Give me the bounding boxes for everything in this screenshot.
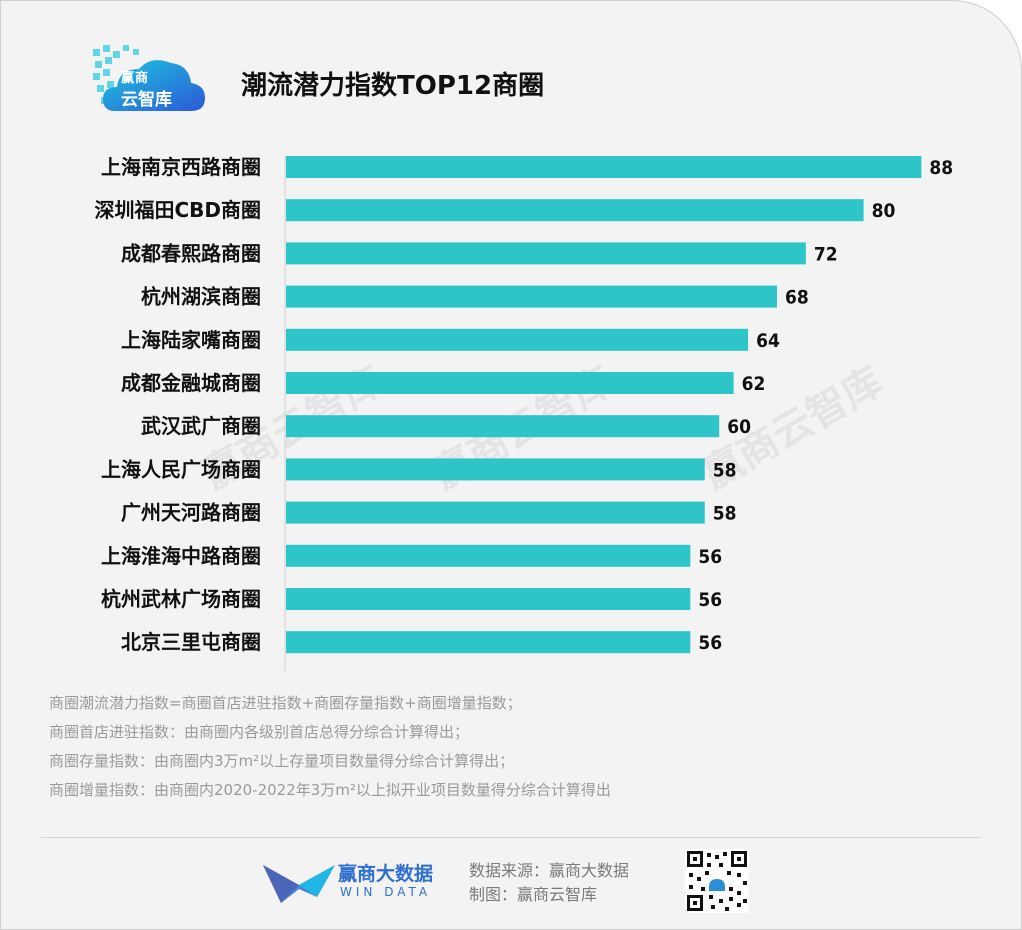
value-label: 56 [698, 632, 722, 654]
value-label: 58 [713, 459, 737, 481]
category-label: 北京三里屯商圈 [121, 630, 261, 654]
made-by: 制图：赢商云智库 [469, 885, 598, 904]
brand-name-cn: 赢商大数据 [338, 863, 434, 885]
brand-name-en: WIN DATA [340, 885, 432, 899]
category-label: 成都金融城商圈 [121, 371, 261, 395]
bar [286, 544, 691, 567]
bar [286, 631, 691, 654]
value-label: 80 [872, 200, 896, 222]
bar [286, 156, 922, 178]
note-line: 商圈增量指数：由商圈内2020-2022年3万m²以上拟开业项目数量得分综合计算… [49, 781, 611, 799]
category-label: 杭州武林广场商圈 [101, 587, 261, 611]
value-label: 56 [698, 589, 722, 611]
bar [286, 328, 749, 351]
note-line: 商圈首店进驻指数：由商圈内各级别首店总得分综合计算得出； [49, 723, 470, 741]
footer-divider [41, 837, 981, 838]
category-label: 上海南京西路商圈 [101, 155, 261, 179]
windata-logo-icon [263, 865, 335, 903]
bar-chart-svg: 上海南京西路商圈 88 深圳福田CBD商圈 80 成都春熙路商圈 72 杭州湖滨商圈 68 上海… [94, 155, 953, 671]
bar [286, 285, 777, 308]
category-label: 上海淮海中路商圈 [101, 544, 261, 568]
bar [286, 372, 734, 394]
bar [286, 199, 864, 222]
category-label: 上海人民广场商圈 [101, 457, 261, 481]
bar [286, 588, 691, 610]
note-line: 商圈存量指数：由商圈内3万m²以上存量项目数量得分综合计算得出； [49, 752, 515, 770]
bar [286, 458, 705, 481]
category-label: 广州天河路商圈 [121, 501, 261, 525]
category-label: 上海陆家嘴商圈 [121, 328, 261, 352]
category-label: 成都春熙路商圈 [121, 241, 261, 265]
value-label: 56 [698, 546, 722, 568]
value-label: 60 [727, 416, 751, 438]
source-block: 数据来源：赢商大数据 制图：赢商云智库 [469, 859, 629, 907]
category-label: 武汉武广商圈 [141, 414, 261, 438]
value-label: 68 [785, 287, 809, 309]
chart-title: 潮流潜力指数TOP12商圈 [241, 71, 545, 101]
chart-notes: 商圈潮流潜力指数=商圈首店进驻指数+商圈存量指数+商圈增量指数； 商圈首店进驻指… [49, 689, 611, 805]
data-source: 数据来源：赢商大数据 [469, 861, 630, 880]
value-label: 58 [713, 503, 737, 525]
value-label: 88 [929, 157, 953, 179]
bar [286, 415, 720, 438]
logo-line1: 赢商 [121, 71, 150, 86]
bar-chart: 上海南京西路商圈 88 深圳福田CBD商圈 80 成都春熙路商圈 72 杭州湖滨商圈 68 上海… [1, 151, 1021, 681]
category-label: 深圳福田CBD商圈 [94, 198, 261, 222]
value-label: 62 [742, 373, 766, 395]
bar [286, 242, 806, 265]
category-label: 杭州湖滨商圈 [141, 285, 261, 309]
cloud-logo-icon [93, 45, 205, 111]
bar [286, 501, 705, 524]
qr-code-icon [685, 849, 749, 913]
value-label: 72 [814, 243, 838, 265]
note-line: 商圈潮流潜力指数=商圈首店进驻指数+商圈存量指数+商圈增量指数； [49, 694, 522, 712]
value-label: 64 [756, 330, 780, 352]
logo-line2: 云智库 [121, 90, 172, 110]
